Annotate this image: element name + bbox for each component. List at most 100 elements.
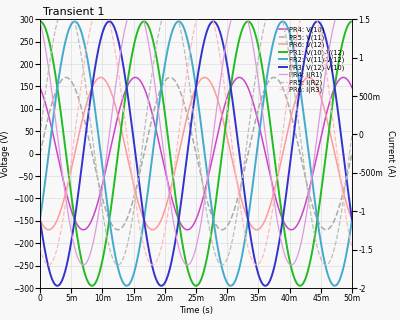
PR5: V(11): (0.05, -1.25e-13): V(11): (0.05, -1.25e-13): [350, 152, 354, 156]
PR2: V(11)-V(12): (0.0214, 279): V(11)-V(12): (0.0214, 279): [171, 27, 176, 30]
PR3: V(12)-V(10): (0.0213, -223): V(12)-V(10): (0.0213, -223): [171, 252, 176, 255]
PR1: V(10)-V(12): (0.05, 295): V(10)-V(12): (0.05, 295): [350, 20, 354, 23]
PR5: V(11): (0.049, -59.6): V(11): (0.049, -59.6): [344, 178, 348, 182]
PR6: I(R3): (0.0057, 0.0937): I(R3): (0.0057, 0.0937): [73, 125, 78, 129]
PR6: I(R3): (0.00867, 1.57): I(R3): (0.00867, 1.57): [92, 12, 96, 16]
Line: PR4: V(10): PR4: V(10): [40, 77, 352, 230]
X-axis label: Time (s): Time (s): [179, 306, 213, 315]
PR4: V(10): (0.00867, -135): V(10): (0.00867, -135): [92, 212, 96, 216]
PR6: V(12): (0.00972, 170): V(12): (0.00972, 170): [98, 76, 103, 79]
PR1: V(10)-V(12): (0.0214, -57.9): V(10)-V(12): (0.0214, -57.9): [171, 178, 176, 181]
PR1: V(10)-V(12): (0.0057, -161): V(10)-V(12): (0.0057, -161): [73, 224, 78, 228]
PR5: I(R2): (0.00417, 1.7): I(R2): (0.00417, 1.7): [64, 2, 68, 6]
PR5: V(11): (0, 0): V(11): (0, 0): [38, 152, 42, 156]
PR3: V(12)-V(10): (0.0437, 282): V(12)-V(10): (0.0437, 282): [310, 25, 315, 29]
PR2: V(11)-V(12): (0.05, -148): V(11)-V(12): (0.05, -148): [350, 218, 354, 222]
PR5: V(11): (0.00572, 142): V(11): (0.00572, 142): [73, 88, 78, 92]
PR3: V(12)-V(10): (0.0192, -293): V(12)-V(10): (0.0192, -293): [157, 283, 162, 287]
PR6: I(R3): (0.049, -1.08): I(R3): (0.049, -1.08): [344, 215, 348, 219]
PR5: I(R2): (0.05, -1.25e-15): I(R2): (0.05, -1.25e-15): [350, 132, 354, 136]
PR6: V(12): (0.05, -147): V(12): (0.05, -147): [350, 218, 354, 221]
PR3: V(12)-V(10): (0.049, -48.6): V(12)-V(10): (0.049, -48.6): [344, 173, 348, 177]
PR3: V(12)-V(10): (0, -148): V(12)-V(10): (0, -148): [38, 218, 42, 222]
PR3: V(12)-V(10): (0.00867, 179): V(12)-V(10): (0.00867, 179): [92, 72, 96, 76]
PR5: I(R2): (0, 0): I(R2): (0, 0): [38, 132, 42, 136]
PR3: V(12)-V(10): (0.05, -147): V(12)-V(10): (0.05, -147): [350, 218, 354, 221]
PR6: V(12): (0.0181, -170): V(12): (0.0181, -170): [150, 228, 155, 232]
PR4: V(10): (0.0192, 17.4): V(10): (0.0192, 17.4): [157, 144, 162, 148]
PR2: V(11)-V(12): (0.0192, 122): V(11)-V(12): (0.0192, 122): [157, 97, 162, 101]
PR4: V(10): (0.0319, 170): V(10): (0.0319, 170): [237, 76, 242, 79]
PR6: V(12): (0.0192, -154): V(12): (0.0192, -154): [158, 221, 162, 225]
Y-axis label: Current (A): Current (A): [386, 130, 395, 177]
PR6: V(12): (0.0214, -53.5): V(12): (0.0214, -53.5): [171, 176, 176, 180]
PR2: V(11)-V(12): (0.0222, 295): V(11)-V(12): (0.0222, 295): [176, 20, 181, 23]
PR2: V(11)-V(12): (0.0057, 295): V(11)-V(12): (0.0057, 295): [73, 20, 78, 24]
PR6: V(12): (0, -147): V(12): (0, -147): [38, 218, 42, 221]
Line: PR4: I(R1): PR4: I(R1): [40, 4, 352, 265]
PR4: V(10): (0.0213, -111): V(10): (0.0213, -111): [171, 202, 176, 205]
PR5: I(R2): (0.0192, 1.38): I(R2): (0.0192, 1.38): [157, 26, 162, 30]
PR6: V(12): (0.00867, 157): V(12): (0.00867, 157): [92, 81, 96, 85]
PR4: I(R1): (0, 1.47): I(R1): (0, 1.47): [38, 20, 42, 23]
Line: PR6: I(R3): PR6: I(R3): [40, 4, 352, 265]
PR5: I(R2): (0.0436, -1.15): I(R2): (0.0436, -1.15): [310, 221, 315, 225]
PR4: I(R1): (0.0192, 0.174): I(R1): (0.0192, 0.174): [157, 119, 162, 123]
PR2: V(11)-V(12): (0.049, -228): V(11)-V(12): (0.049, -228): [344, 254, 348, 258]
PR6: V(12): (0.049, -108): V(12): (0.049, -108): [344, 200, 348, 204]
PR5: I(R2): (0.0214, 1.67): I(R2): (0.0214, 1.67): [171, 4, 176, 8]
PR1: V(10)-V(12): (0.00869, -292): V(10)-V(12): (0.00869, -292): [92, 283, 97, 286]
Line: PR5: I(R2): PR5: I(R2): [40, 4, 352, 265]
Line: PR5: V(11): PR5: V(11): [40, 77, 352, 230]
PR4: V(10): (0.05, 147): V(10): (0.05, 147): [350, 86, 354, 90]
PR5: I(R2): (0.00572, 1.42): I(R2): (0.00572, 1.42): [73, 24, 78, 28]
PR3: V(12)-V(10): (0.0278, 295): V(12)-V(10): (0.0278, 295): [211, 20, 216, 23]
Line: PR3: V(12)-V(10): PR3: V(12)-V(10): [40, 21, 352, 286]
PR4: I(R1): (0.0057, -1.52): I(R1): (0.0057, -1.52): [73, 249, 78, 253]
PR1: V(10)-V(12): (0.0436, -216): V(10)-V(12): (0.0436, -216): [310, 249, 315, 252]
PR4: I(R1): (0.05, 1.47): I(R1): (0.05, 1.47): [350, 20, 354, 23]
Line: PR2: V(11)-V(12): PR2: V(11)-V(12): [40, 21, 352, 286]
PR4: V(10): (0, 147): V(10): (0, 147): [38, 86, 42, 90]
PR4: I(R1): (0.049, 1.68): I(R1): (0.049, 1.68): [344, 4, 348, 8]
PR5: V(11): (0.00869, -22.5): V(11): (0.00869, -22.5): [92, 162, 97, 166]
Text: Transient 1: Transient 1: [43, 7, 105, 17]
PR5: V(11): (0.0214, 167): V(11): (0.0214, 167): [171, 77, 176, 81]
PR2: V(11)-V(12): (0.00867, 114): V(11)-V(12): (0.00867, 114): [92, 100, 96, 104]
PR4: V(10): (0.0057, -152): V(10): (0.0057, -152): [73, 220, 78, 223]
PR4: V(10): (0.0403, -170): V(10): (0.0403, -170): [289, 228, 294, 232]
PR6: I(R3): (0.0437, 1.66): I(R3): (0.0437, 1.66): [310, 5, 315, 9]
PR1: V(10)-V(12): (0, 295): V(10)-V(12): (0, 295): [38, 20, 42, 23]
PR2: V(11)-V(12): (0.0139, -295): V(11)-V(12): (0.0139, -295): [124, 284, 129, 288]
PR6: I(R3): (0.0192, -1.54): I(R3): (0.0192, -1.54): [158, 251, 162, 255]
PR4: I(R1): (0.00867, -1.35): I(R1): (0.00867, -1.35): [92, 236, 96, 240]
PR5: V(11): (0.0192, 138): V(11): (0.0192, 138): [157, 90, 162, 93]
Line: PR6: V(12): PR6: V(12): [40, 77, 352, 230]
PR1: V(10)-V(12): (0.049, 276): V(10)-V(12): (0.049, 276): [344, 28, 348, 32]
Line: PR1: V(10)-V(12): PR1: V(10)-V(12): [40, 21, 352, 286]
PR4: V(10): (0.049, 168): V(10): (0.049, 168): [344, 76, 348, 80]
PR5: V(11): (0.0436, -115): V(11): (0.0436, -115): [310, 204, 315, 207]
PR6: I(R3): (0, -1.47): I(R3): (0, -1.47): [38, 245, 42, 249]
PR5: I(R2): (0.049, -0.596): I(R2): (0.049, -0.596): [344, 178, 348, 182]
PR4: V(10): (0.0437, -49.3): V(10): (0.0437, -49.3): [310, 174, 315, 178]
PR6: I(R3): (0.0181, -1.7): I(R3): (0.0181, -1.7): [150, 263, 155, 267]
PR6: V(12): (0.0057, 9.37): V(12): (0.0057, 9.37): [73, 148, 78, 151]
PR5: I(R2): (0.0458, -1.7): I(R2): (0.0458, -1.7): [324, 263, 328, 267]
PR1: V(10)-V(12): (0.0192, 171): V(10)-V(12): (0.0192, 171): [157, 75, 162, 79]
Legend: PR4: V(10), PR5: V(11), PR6: V(12), PR1: V(10)-V(12), PR2: V(11)-V(12), PR3: V(1: PR4: V(10), PR5: V(11), PR6: V(12), PR1:…: [278, 25, 346, 94]
PR3: V(12)-V(10): (0.0057, -133): V(12)-V(10): (0.0057, -133): [73, 211, 78, 215]
PR4: I(R1): (0.0213, -1.11): I(R1): (0.0213, -1.11): [171, 218, 176, 222]
PR4: I(R1): (0.0437, -0.493): I(R1): (0.0437, -0.493): [310, 170, 315, 174]
PR6: I(R3): (0.00972, 1.7): I(R3): (0.00972, 1.7): [98, 2, 103, 6]
PR3: V(12)-V(10): (0.0361, -295): V(12)-V(10): (0.0361, -295): [263, 284, 268, 288]
PR2: V(11)-V(12): (0.0437, -67.1): V(11)-V(12): (0.0437, -67.1): [310, 182, 315, 186]
PR6: I(R3): (0.05, -1.47): I(R3): (0.05, -1.47): [350, 245, 354, 249]
Y-axis label: Voltage (V): Voltage (V): [1, 130, 10, 177]
PR6: I(R3): (0.0214, -0.535): I(R3): (0.0214, -0.535): [171, 173, 176, 177]
PR5: V(11): (0.00417, 170): V(11): (0.00417, 170): [64, 76, 68, 79]
PR4: I(R1): (0.0403, -1.7): I(R1): (0.0403, -1.7): [289, 263, 294, 267]
PR1: V(10)-V(12): (0.00834, -295): V(10)-V(12): (0.00834, -295): [90, 284, 94, 288]
PR6: V(12): (0.0437, 166): V(12): (0.0437, 166): [310, 77, 315, 81]
PR5: V(11): (0.0458, -170): V(11): (0.0458, -170): [324, 228, 328, 232]
